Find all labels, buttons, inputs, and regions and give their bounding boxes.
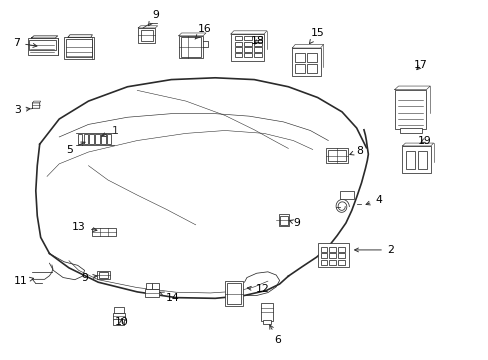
Bar xyxy=(306,64,316,73)
Bar xyxy=(64,37,94,59)
Text: 4: 4 xyxy=(366,195,381,205)
Bar xyxy=(234,47,242,51)
Bar xyxy=(262,320,271,324)
Bar xyxy=(254,47,261,51)
Bar xyxy=(339,192,353,199)
Bar xyxy=(326,148,347,163)
Text: 8: 8 xyxy=(349,145,363,156)
Bar xyxy=(92,228,116,235)
Bar xyxy=(329,253,335,258)
Bar xyxy=(101,134,105,144)
Bar xyxy=(244,47,251,51)
Text: 2: 2 xyxy=(354,245,393,255)
Bar xyxy=(99,272,108,278)
Bar xyxy=(234,36,242,40)
Bar xyxy=(295,64,305,73)
Bar xyxy=(399,129,421,134)
Bar xyxy=(317,243,348,267)
Bar xyxy=(107,134,111,144)
Text: 14: 14 xyxy=(160,292,179,303)
Bar xyxy=(292,48,320,76)
Bar xyxy=(144,289,159,297)
Bar xyxy=(280,216,287,225)
Bar xyxy=(29,40,56,50)
Bar xyxy=(65,39,92,57)
Bar xyxy=(114,307,123,313)
Bar xyxy=(337,260,344,265)
Bar xyxy=(152,283,158,289)
Text: 12: 12 xyxy=(247,284,269,294)
Bar xyxy=(278,215,289,226)
Text: 15: 15 xyxy=(309,28,324,44)
Text: 6: 6 xyxy=(269,325,281,345)
Bar xyxy=(295,53,305,62)
Bar xyxy=(234,53,242,57)
Bar xyxy=(254,36,261,40)
Bar xyxy=(230,34,264,61)
Text: 16: 16 xyxy=(195,24,211,39)
Bar xyxy=(138,28,155,43)
Text: 17: 17 xyxy=(413,60,427,70)
Bar xyxy=(320,247,327,252)
Text: 1: 1 xyxy=(102,126,119,136)
Text: 9: 9 xyxy=(148,10,159,26)
Bar xyxy=(145,283,152,289)
Bar xyxy=(254,53,261,57)
Bar xyxy=(306,53,316,62)
Bar xyxy=(89,134,94,144)
Bar xyxy=(320,260,327,265)
Text: 11: 11 xyxy=(14,276,34,286)
Bar xyxy=(78,134,82,144)
Text: 19: 19 xyxy=(417,136,430,145)
Bar xyxy=(234,41,242,46)
Bar xyxy=(337,253,344,258)
Bar xyxy=(320,253,327,258)
Bar xyxy=(180,37,201,57)
Bar xyxy=(394,90,426,129)
Bar xyxy=(113,313,124,320)
Text: 13: 13 xyxy=(72,222,97,232)
Bar xyxy=(406,150,414,168)
Text: 10: 10 xyxy=(114,317,128,327)
Bar xyxy=(402,146,430,173)
Bar xyxy=(260,303,273,320)
Text: 9: 9 xyxy=(289,218,300,228)
Bar xyxy=(337,247,344,252)
Bar xyxy=(244,53,251,57)
Text: 18: 18 xyxy=(251,36,264,46)
Text: 5: 5 xyxy=(66,142,85,154)
Bar xyxy=(27,38,58,55)
Bar xyxy=(329,260,335,265)
Bar xyxy=(83,134,88,144)
Bar xyxy=(244,41,251,46)
Bar xyxy=(254,41,261,46)
Bar xyxy=(97,271,110,279)
Bar xyxy=(417,150,426,168)
Bar xyxy=(329,247,335,252)
Bar xyxy=(224,281,242,306)
Text: 7: 7 xyxy=(13,38,37,48)
Bar xyxy=(226,283,240,304)
Bar xyxy=(95,134,100,144)
Bar xyxy=(244,36,251,40)
Text: 3: 3 xyxy=(14,105,30,115)
Bar xyxy=(328,150,345,161)
Bar xyxy=(113,319,124,325)
Bar xyxy=(178,36,203,58)
Bar xyxy=(141,30,153,41)
Text: 9: 9 xyxy=(81,273,97,283)
